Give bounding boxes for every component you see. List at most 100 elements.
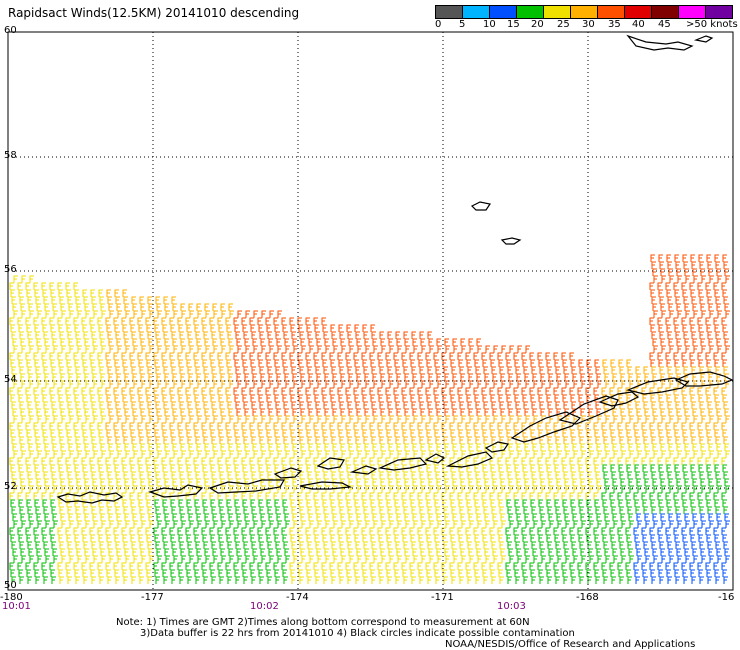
- wind-barb: [281, 422, 286, 430]
- wind-barb: [485, 345, 490, 353]
- wind-barb: [194, 569, 199, 577]
- wind-barb: [643, 576, 648, 584]
- wind-barb: [708, 478, 713, 486]
- wind-barb: [357, 555, 362, 563]
- wind-barb: [131, 436, 136, 444]
- wind-barb: [259, 366, 264, 374]
- wind-barb: [522, 464, 527, 472]
- wind-barb: [609, 562, 614, 570]
- wind-barb: [242, 499, 247, 507]
- wind-barb: [18, 464, 23, 472]
- wind-barb: [299, 436, 304, 444]
- wind-barb: [241, 352, 246, 360]
- wind-barb: [147, 576, 152, 584]
- wind-barb: [283, 331, 288, 339]
- wind-barb: [229, 450, 234, 458]
- wind-barb: [308, 408, 313, 416]
- wind-barb: [146, 429, 151, 437]
- wind-barb: [156, 373, 161, 381]
- wind-barb: [129, 387, 134, 395]
- wind-barb: [107, 436, 112, 444]
- wind-barb: [698, 464, 703, 472]
- wind-barb: [292, 373, 297, 381]
- wind-barb: [658, 429, 663, 437]
- wind-barb: [405, 520, 410, 528]
- wind-barb: [441, 422, 446, 430]
- wind-barb: [419, 366, 424, 374]
- wind-barb: [227, 506, 232, 514]
- wind-barb: [491, 366, 496, 374]
- wind-barb: [42, 499, 47, 507]
- wind-barb: [307, 331, 312, 339]
- wind-barb: [45, 310, 50, 318]
- wind-barb: [83, 366, 88, 374]
- wind-barb: [483, 436, 488, 444]
- wind-barb: [220, 513, 225, 521]
- wind-barb: [205, 345, 210, 353]
- wind-barb: [85, 450, 90, 458]
- wind-barb: [165, 555, 170, 563]
- wind-barb: [138, 534, 143, 542]
- wind-barb: [677, 310, 682, 318]
- wind-barb: [115, 366, 120, 374]
- wind-barb: [714, 499, 719, 507]
- wind-barb: [36, 548, 41, 556]
- wind-barb: [154, 534, 159, 542]
- wind-barb: [41, 352, 46, 360]
- wind-barb: [691, 506, 696, 514]
- wind-barb: [250, 429, 255, 437]
- wind-barb: [146, 324, 151, 332]
- wind-barb: [107, 506, 112, 514]
- wind-barbs: [9, 254, 730, 584]
- wind-barb: [613, 520, 618, 528]
- wind-barb: [597, 415, 602, 423]
- wind-barb: [132, 443, 137, 451]
- wind-barb: [69, 485, 74, 493]
- wind-barb: [459, 576, 464, 584]
- wind-barb: [177, 422, 182, 430]
- wind-barb: [725, 520, 730, 528]
- wind-barb: [364, 408, 369, 416]
- wind-barb: [234, 534, 239, 542]
- wind-barb: [313, 422, 318, 430]
- wind-barb: [13, 450, 18, 458]
- wind-barb: [161, 387, 166, 395]
- wind-barb: [51, 401, 56, 409]
- wind-barb: [282, 569, 287, 577]
- wind-barb: [307, 506, 312, 514]
- wind-barb: [669, 380, 674, 388]
- wind-barb: [684, 373, 689, 381]
- wind-barb: [58, 394, 63, 402]
- wind-barb: [225, 387, 230, 395]
- wind-barb: [305, 387, 310, 395]
- wind-barb: [289, 492, 294, 500]
- wind-barb: [674, 464, 679, 472]
- wind-barb: [419, 576, 424, 584]
- wind-barb: [642, 464, 647, 472]
- wind-barb: [555, 506, 560, 514]
- wind-barb: [28, 548, 33, 556]
- wind-barb: [706, 254, 711, 262]
- wind-barb: [314, 569, 319, 577]
- wind-barb: [674, 289, 679, 297]
- wind-barb: [337, 527, 342, 535]
- wind-barb: [233, 352, 238, 360]
- wind-barb: [412, 548, 417, 556]
- wind-barb: [667, 576, 672, 584]
- wind-barb: [156, 408, 161, 416]
- wind-barb: [108, 303, 113, 311]
- wind-barb: [105, 457, 110, 465]
- wind-barb: [25, 387, 30, 395]
- wind-barb: [242, 324, 247, 332]
- wind-barb: [281, 562, 286, 570]
- wind-barb: [242, 569, 247, 577]
- wind-barb: [201, 352, 206, 360]
- wind-barb: [339, 506, 344, 514]
- wind-barb: [596, 513, 601, 521]
- wind-barb: [587, 541, 592, 549]
- wind-barb: [171, 296, 176, 304]
- wind-barb: [497, 352, 502, 360]
- wind-barb: [50, 324, 55, 332]
- wind-barb: [283, 471, 288, 479]
- wind-barb: [545, 492, 550, 500]
